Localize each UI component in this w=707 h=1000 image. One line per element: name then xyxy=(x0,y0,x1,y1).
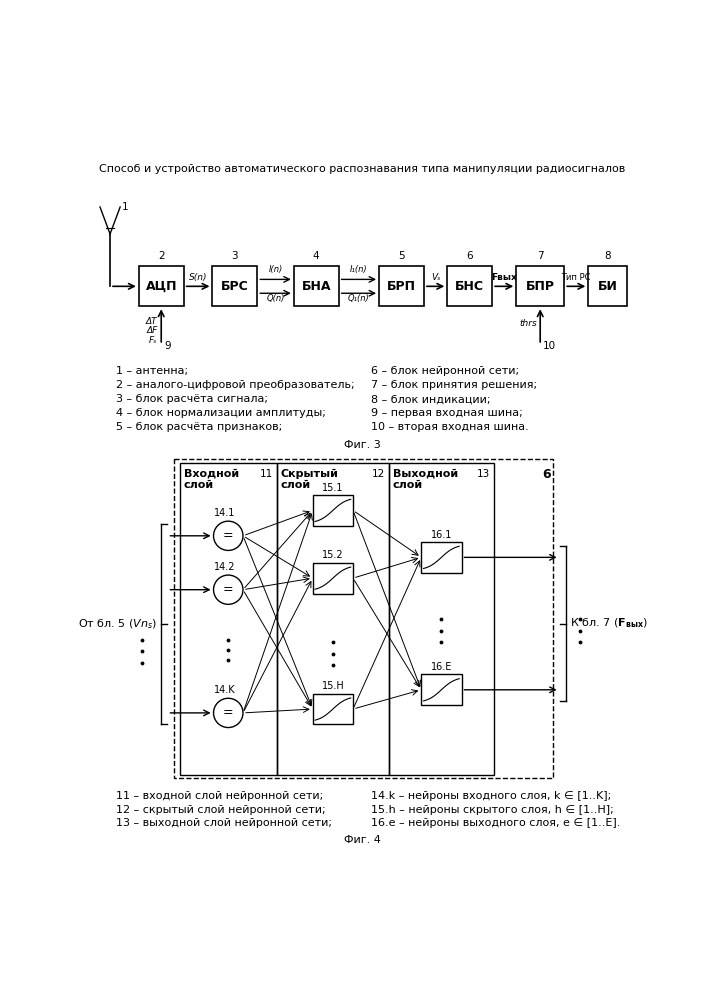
Text: 12 – скрытый слой нейронной сети;: 12 – скрытый слой нейронной сети; xyxy=(115,805,325,815)
Text: 8 – блок индикации;: 8 – блок индикации; xyxy=(371,394,491,404)
Text: 5: 5 xyxy=(398,251,405,261)
Text: Фиг. 4: Фиг. 4 xyxy=(344,835,380,845)
Text: 14.2: 14.2 xyxy=(214,562,235,572)
Text: БРС: БРС xyxy=(221,280,249,293)
Text: 14.1: 14.1 xyxy=(214,508,235,518)
Text: БНС: БНС xyxy=(455,280,484,293)
Text: thrs: thrs xyxy=(520,319,537,328)
Text: 8: 8 xyxy=(604,251,611,261)
Text: Fₛ: Fₛ xyxy=(149,336,158,345)
Text: Выходной: Выходной xyxy=(393,469,458,479)
Text: БПР: БПР xyxy=(526,280,555,293)
Text: 13: 13 xyxy=(477,469,490,479)
Text: 13 – выходной слой нейронной сети;: 13 – выходной слой нейронной сети; xyxy=(115,818,332,828)
Circle shape xyxy=(214,521,243,550)
Bar xyxy=(212,266,257,306)
Bar xyxy=(276,463,389,775)
Text: 16.E: 16.E xyxy=(431,662,452,672)
Text: слой: слой xyxy=(393,480,423,490)
Text: 4 – блок нормализации амплитуды;: 4 – блок нормализации амплитуды; xyxy=(115,408,325,418)
Text: 5 – блок расчёта признаков;: 5 – блок расчёта признаков; xyxy=(115,422,282,432)
Text: 9 – первая входная шина;: 9 – первая входная шина; xyxy=(371,408,523,418)
Text: АЦП: АЦП xyxy=(146,280,177,293)
Text: =: = xyxy=(223,529,233,542)
Text: ΔT: ΔT xyxy=(146,317,158,326)
Text: I(n): I(n) xyxy=(269,265,283,274)
Text: БНА: БНА xyxy=(301,280,331,293)
Text: 11 – входной слой нейронной сети;: 11 – входной слой нейронной сети; xyxy=(115,791,323,801)
Circle shape xyxy=(214,575,243,604)
Text: 11: 11 xyxy=(259,469,273,479)
Text: I₁(n): I₁(n) xyxy=(350,265,368,274)
Text: 1: 1 xyxy=(122,202,129,212)
Text: 16.e – нейроны выходного слоя, e ∈ [1..E].: 16.e – нейроны выходного слоя, e ∈ [1..E… xyxy=(371,818,621,828)
Text: 14.K: 14.K xyxy=(214,685,235,695)
Bar xyxy=(293,266,339,306)
Text: 16.1: 16.1 xyxy=(431,530,452,540)
Text: =: = xyxy=(223,583,233,596)
Text: 1 – антенна;: 1 – антенна; xyxy=(115,366,187,376)
Text: Тип РС: Тип РС xyxy=(561,273,591,282)
Bar xyxy=(180,463,276,775)
Text: 15.1: 15.1 xyxy=(322,483,344,493)
Text: От бл. 5 ($Vn_s$): От бл. 5 ($Vn_s$) xyxy=(78,618,158,631)
Text: 15.H: 15.H xyxy=(322,681,344,691)
Circle shape xyxy=(214,698,243,728)
Bar xyxy=(516,266,564,306)
Text: 15.2: 15.2 xyxy=(322,550,344,560)
Bar xyxy=(421,542,462,573)
Text: БРП: БРП xyxy=(387,280,416,293)
Text: 15.h – нейроны скрытого слоя, h ∈ [1..H];: 15.h – нейроны скрытого слоя, h ∈ [1..H]… xyxy=(371,805,614,815)
Text: S(n): S(n) xyxy=(189,273,207,282)
Text: 9: 9 xyxy=(164,341,171,351)
Text: слой: слой xyxy=(281,480,310,490)
Text: Способ и устройство автоматического распознавания типа манипуляции радиосигналов: Способ и устройство автоматического расп… xyxy=(99,164,625,174)
Text: Входной: Входной xyxy=(184,469,239,479)
Text: 2: 2 xyxy=(158,251,165,261)
Text: 12: 12 xyxy=(372,469,385,479)
Text: Скрытый: Скрытый xyxy=(281,469,339,479)
Text: Fвых: Fвых xyxy=(491,273,517,282)
Text: 4: 4 xyxy=(313,251,320,261)
Bar xyxy=(588,266,627,306)
Text: 10: 10 xyxy=(543,341,556,351)
Bar xyxy=(389,463,493,775)
Text: 6 – блок нейронной сети;: 6 – блок нейронной сети; xyxy=(371,366,520,376)
Text: слой: слой xyxy=(184,480,214,490)
Text: 7 – блок принятия решения;: 7 – блок принятия решения; xyxy=(371,380,537,390)
Text: 10 – вторая входная шина.: 10 – вторая входная шина. xyxy=(371,422,529,432)
Bar xyxy=(312,563,353,594)
Text: БИ: БИ xyxy=(597,280,617,293)
Text: 6: 6 xyxy=(467,251,473,261)
Text: 3: 3 xyxy=(231,251,238,261)
Text: Q(n): Q(n) xyxy=(267,294,285,303)
Text: 2 – аналого-цифровой преобразователь;: 2 – аналого-цифровой преобразователь; xyxy=(115,380,354,390)
Bar xyxy=(421,674,462,705)
Text: К бл. 7 ($\mathbf{F}_{\mathbf{вых}}$): К бл. 7 ($\mathbf{F}_{\mathbf{вых}}$) xyxy=(570,617,648,630)
Text: 7: 7 xyxy=(537,251,544,261)
Text: 6: 6 xyxy=(542,468,551,481)
Bar xyxy=(312,495,353,526)
Text: =: = xyxy=(223,706,233,719)
Text: 3 – блок расчёта сигнала;: 3 – блок расчёта сигнала; xyxy=(115,394,267,404)
Text: 14.k – нейроны входного слоя, k ∈ [1..K];: 14.k – нейроны входного слоя, k ∈ [1..K]… xyxy=(371,791,612,801)
Text: Q₁(n): Q₁(n) xyxy=(348,294,370,303)
Bar xyxy=(312,694,353,724)
Text: Vₛ: Vₛ xyxy=(431,273,440,282)
Bar xyxy=(379,266,424,306)
Bar xyxy=(448,266,492,306)
Text: Фиг. 3: Фиг. 3 xyxy=(344,440,380,450)
Text: ΔF: ΔF xyxy=(146,326,158,335)
Bar xyxy=(174,459,554,778)
Bar xyxy=(139,266,184,306)
